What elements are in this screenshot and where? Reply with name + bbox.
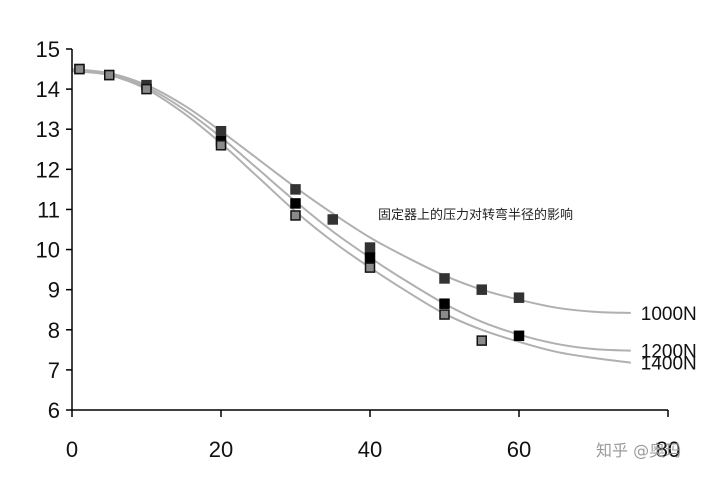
watermark: 知乎 @奥玛 <box>596 441 681 460</box>
marker-1200n <box>439 298 450 309</box>
curve-1400n <box>71 70 631 364</box>
x-tick-label: 40 <box>358 437 382 462</box>
y-tick-label: 12 <box>36 157 60 182</box>
marker-1000n <box>215 125 227 137</box>
y-tick-label: 7 <box>48 358 60 383</box>
marker-1400n <box>215 140 227 151</box>
x-tick-label: 60 <box>507 437 531 462</box>
y-tick-label: 9 <box>48 278 60 303</box>
curve-1200n <box>71 70 631 352</box>
curve-1000n <box>71 68 631 314</box>
marker-1000n <box>476 284 487 295</box>
marker-1400n <box>364 262 376 273</box>
series-label-1200n: 1200N <box>641 342 697 363</box>
marker-1200n <box>513 330 525 342</box>
x-tick-label: 80 <box>656 437 680 462</box>
marker-1000n <box>290 184 301 195</box>
marker-1400n <box>290 210 301 221</box>
y-tick-label: 11 <box>37 197 60 222</box>
fit-curves <box>71 68 631 364</box>
y-tick-label: 8 <box>48 318 60 343</box>
marker-1400n <box>476 335 487 346</box>
data-markers <box>74 63 525 346</box>
x-tick-label: 20 <box>209 437 233 462</box>
x-tick-label: 0 <box>66 437 78 462</box>
y-tick-label: 10 <box>36 238 60 263</box>
marker-1400n <box>141 83 152 95</box>
chart-annotation: 固定器上的压力对转弯半径的影响 <box>378 207 573 223</box>
marker-1000n <box>513 292 525 303</box>
marker-1200n <box>290 198 301 209</box>
y-tick-label: 15 <box>36 37 60 62</box>
marker-1400n <box>439 309 450 320</box>
marker-1400n <box>104 69 115 81</box>
y-tick-label: 13 <box>36 117 60 142</box>
series-label-1000n: 1000N <box>641 304 697 325</box>
y-tick-label: 6 <box>48 398 60 423</box>
axes <box>66 48 669 417</box>
y-tick-label: 14 <box>36 77 60 102</box>
marker-1200n <box>364 252 376 263</box>
marker-1000n <box>439 273 450 284</box>
marker-1000n <box>327 214 338 225</box>
marker-1400n <box>74 63 85 75</box>
marker-1000n <box>364 242 376 253</box>
series-label-1400n: 1400N <box>641 354 697 375</box>
